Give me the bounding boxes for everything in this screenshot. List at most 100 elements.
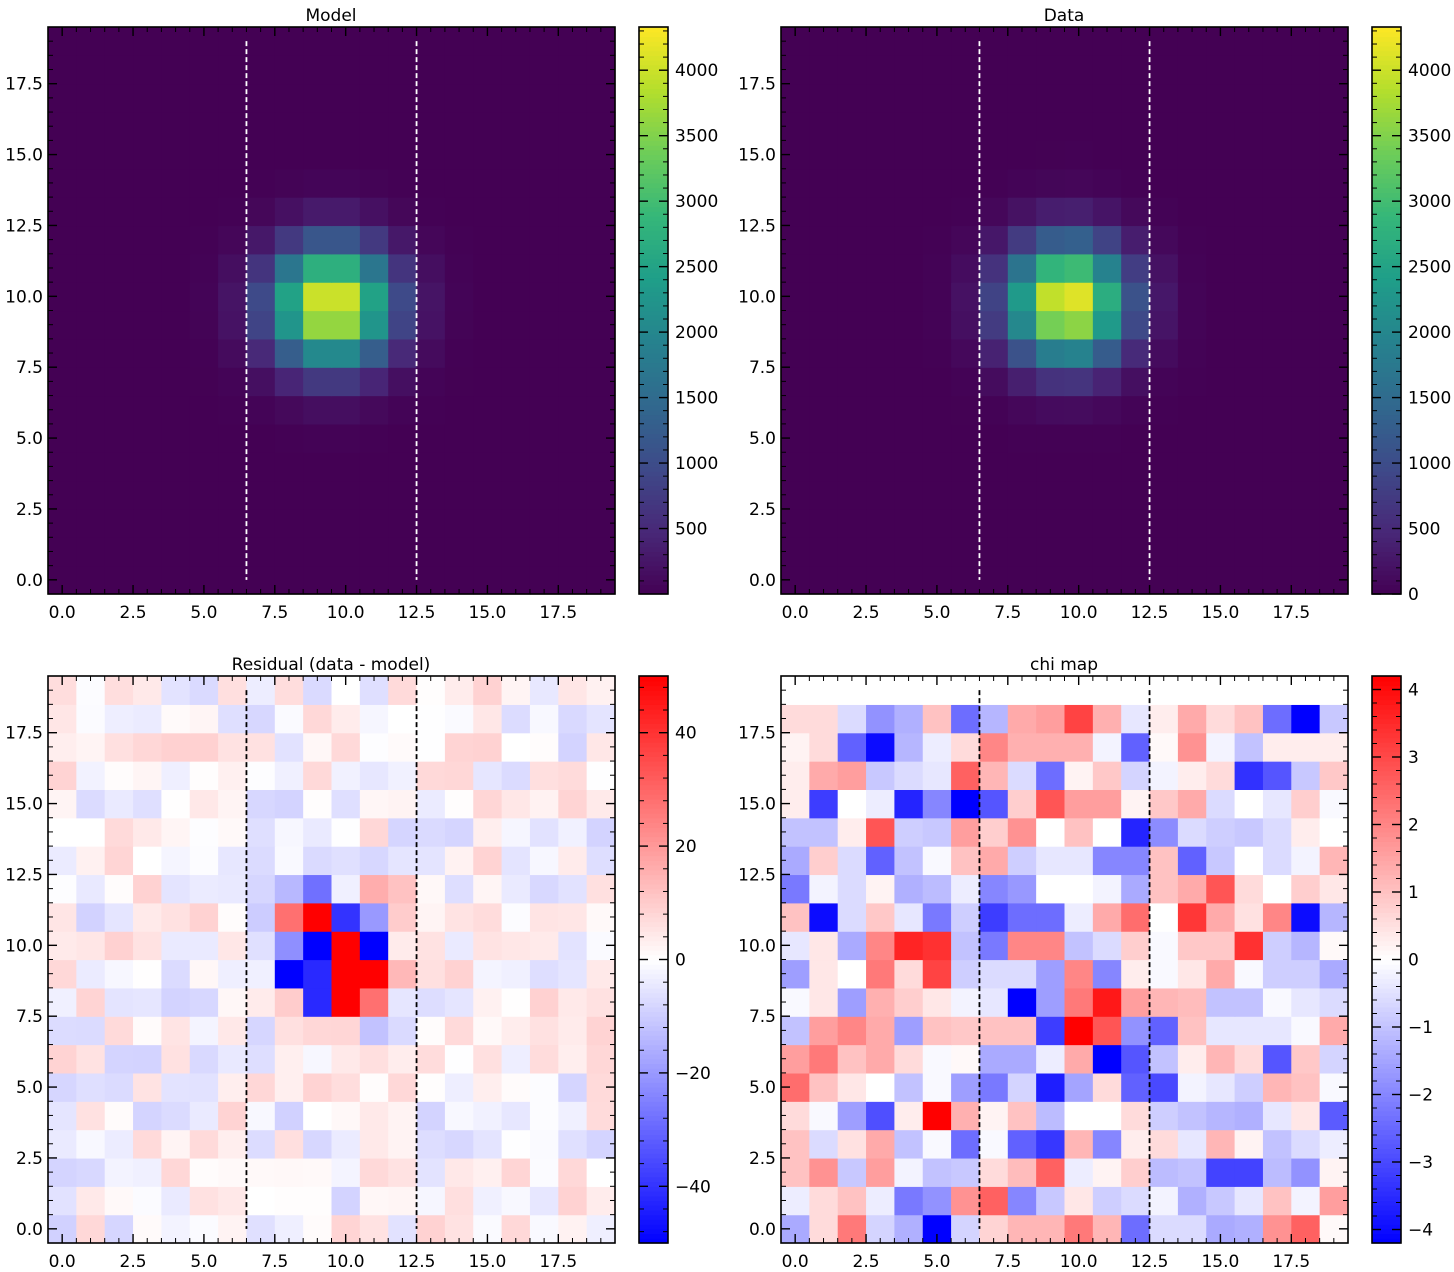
heatmap-cell: [1206, 338, 1236, 368]
heatmap-cell: [1121, 959, 1151, 989]
heatmap-cell: [189, 1157, 219, 1187]
heatmap-cell: [1036, 789, 1066, 819]
heatmap-cell: [979, 508, 1009, 538]
colorbar-segment: [639, 560, 668, 567]
axis-ticks: 0.0 2.5 5.0 7.5 10.0 12.5 15.0 17.50.02.55.07.5…: [738, 676, 1348, 1272]
colorbar-segment: [639, 1054, 668, 1060]
heatmap-cell: [894, 704, 924, 734]
heatmap-cell: [76, 1129, 106, 1159]
heatmap-cell: [501, 310, 531, 340]
colorbar-segment: [639, 282, 668, 288]
y-tick-label: 12.5: [738, 865, 776, 885]
heatmap-cell: [1149, 931, 1179, 961]
heatmap-cell: [218, 817, 248, 847]
heatmap-cell: [303, 55, 333, 85]
heatmap-cell: [359, 140, 389, 170]
heatmap-cell: [189, 1101, 219, 1131]
heatmap-cell: [558, 83, 588, 113]
heatmap-cell: [922, 140, 952, 170]
heatmap-cell: [1149, 902, 1179, 932]
heatmap-cell: [133, 83, 162, 113]
heatmap-cell: [388, 225, 418, 255]
heatmap-cell: [894, 367, 924, 397]
heatmap-cell: [1149, 987, 1179, 1017]
heatmap-cell: [951, 1157, 981, 1187]
heatmap-cell: [837, 83, 867, 113]
heatmap-cell: [529, 367, 559, 397]
heatmap-cell: [922, 704, 952, 734]
colorbar-segment: [1372, 286, 1401, 293]
heatmap-cell: [501, 732, 531, 762]
y-tick-label: 0.0: [16, 1220, 43, 1240]
colorbar-segment: [639, 381, 668, 387]
heatmap-cell: [274, 902, 304, 932]
heatmap-cell: [1291, 846, 1321, 876]
heatmap-cell: [1007, 225, 1037, 255]
heatmap-cell: [866, 1186, 895, 1216]
heatmap-cell: [1092, 959, 1122, 989]
heatmap-cell: [473, 817, 503, 847]
colorbar-segment: [1372, 1228, 1401, 1235]
heatmap-cell: [501, 395, 531, 425]
colorbar-segment: [639, 968, 668, 975]
heatmap-cell: [1234, 987, 1264, 1017]
heatmap-cell: [1262, 367, 1292, 397]
colorbar-segment: [639, 154, 668, 160]
heatmap-cell: [1206, 480, 1236, 510]
heatmap-cell: [951, 282, 981, 312]
colorbar-segment: [639, 822, 668, 828]
heatmap-cell: [1234, 480, 1264, 510]
heatmap-cell: [809, 1186, 839, 1216]
heatmap-cell: [1291, 1186, 1321, 1216]
heatmap-cell: [1291, 253, 1321, 283]
heatmap-cell: [558, 1129, 588, 1159]
heatmap-cell: [501, 338, 531, 368]
heatmap-cell: [1177, 1157, 1207, 1187]
heatmap-cell: [1234, 1129, 1264, 1159]
colorbar-segment: [639, 1016, 668, 1022]
heatmap-cell: [1291, 225, 1321, 255]
heatmap-cell: [1064, 140, 1094, 170]
heatmap-cell: [416, 789, 446, 819]
heatmap-cell: [246, 140, 276, 170]
colorbar-segment: [1372, 699, 1401, 705]
heatmap-cell: [979, 480, 1009, 510]
colorbar-segment: [1372, 97, 1401, 104]
y-tick-label: 12.5: [738, 216, 776, 236]
heatmap-cell: [104, 168, 134, 198]
heatmap-cell: [1149, 537, 1179, 567]
colorbar-segment: [1372, 310, 1401, 316]
colorbar-segment: [639, 1087, 668, 1093]
heatmap-cell: [1092, 367, 1122, 397]
heatmap-cell: [76, 282, 106, 312]
colorbar-segment: [1372, 216, 1401, 222]
heatmap-cell: [303, 1101, 333, 1131]
heatmap-cell: [1121, 395, 1151, 425]
heatmap-cell: [1149, 197, 1179, 227]
heatmap-cell: [979, 704, 1009, 734]
heatmap-cell: [979, 789, 1009, 819]
heatmap-cell: [133, 225, 162, 255]
heatmap-cell: [359, 112, 389, 141]
heatmap-cell: [161, 931, 191, 961]
y-tick-label: 10.0: [5, 936, 43, 956]
heatmap-cell: [1036, 140, 1066, 170]
heatmap-cell: [809, 704, 839, 734]
colorbar-segment: [639, 234, 668, 241]
colorbar-segment: [1372, 315, 1401, 321]
colorbar-segment: [1372, 149, 1401, 156]
heatmap-cell: [809, 168, 839, 198]
heatmap-cell: [444, 761, 474, 790]
heatmap-cell: [473, 1072, 503, 1102]
colorbar-segment: [639, 36, 668, 42]
heatmap-cell: [1036, 225, 1066, 255]
colorbar-segment: [639, 187, 668, 193]
heatmap-cell: [1234, 253, 1264, 283]
heatmap-cell: [133, 1072, 162, 1102]
heatmap-cell: [529, 931, 559, 961]
heatmap-cell: [274, 1157, 304, 1187]
heatmap-cell: [558, 789, 588, 819]
heatmap-cell: [1149, 789, 1179, 819]
heatmap-cell: [444, 1072, 474, 1102]
heatmap-cell: [473, 55, 503, 85]
